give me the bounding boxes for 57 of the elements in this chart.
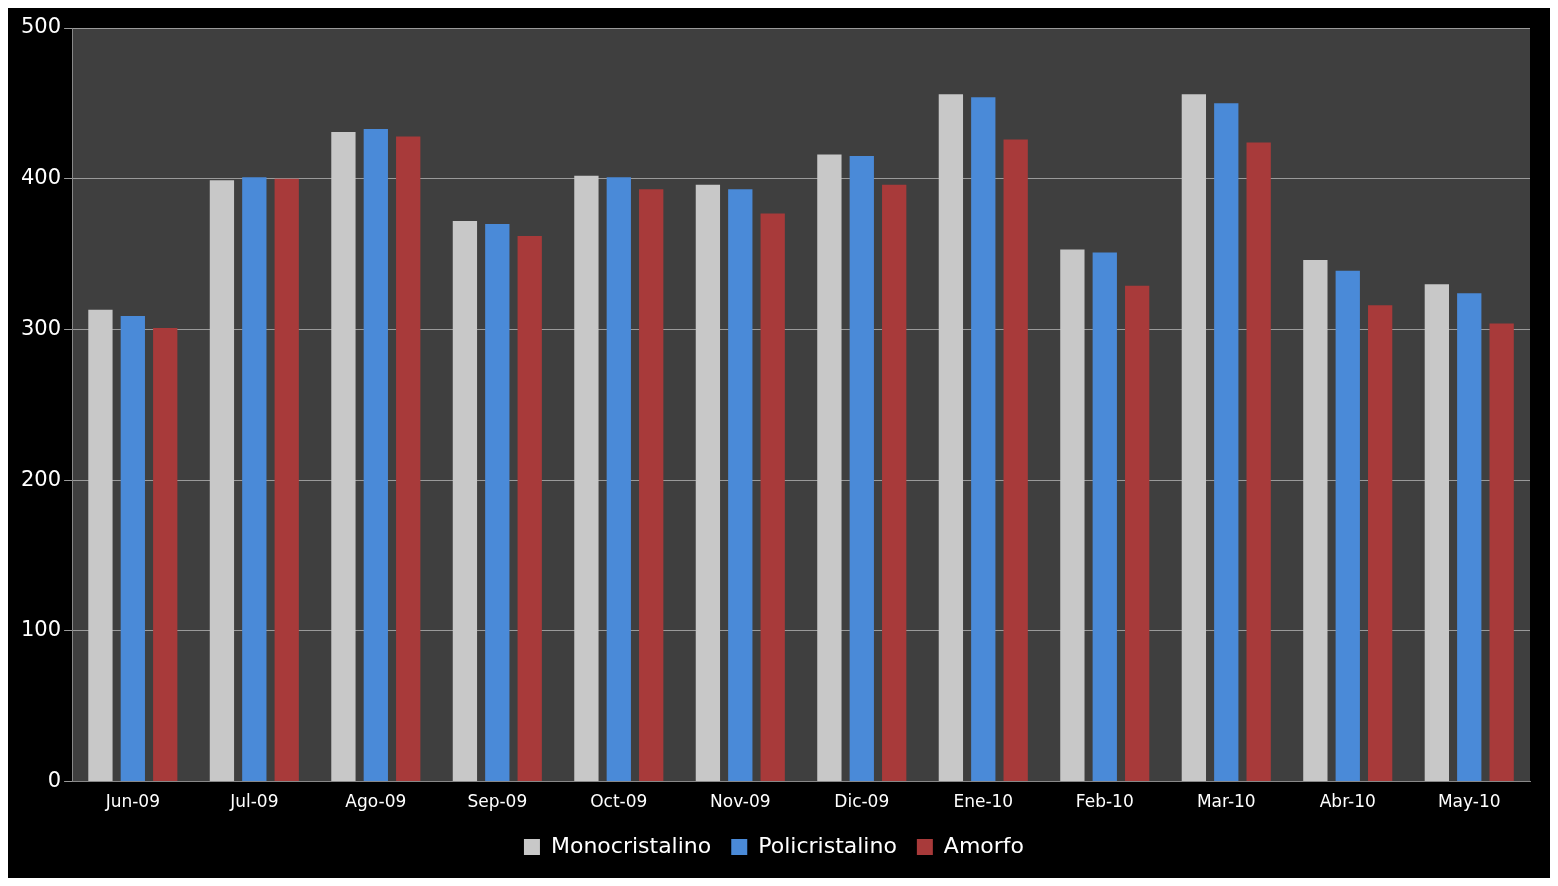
bar xyxy=(396,136,421,782)
bar xyxy=(1246,142,1271,782)
bar xyxy=(1368,305,1393,782)
bar xyxy=(1335,270,1360,782)
bar xyxy=(274,178,299,782)
x-tick-label: Dic-09 xyxy=(834,791,890,812)
x-tick-label: Jul-09 xyxy=(229,791,279,812)
x-tick-label: Feb-10 xyxy=(1075,791,1134,812)
bar xyxy=(1181,94,1207,782)
bar xyxy=(938,94,964,782)
bar xyxy=(1424,284,1450,782)
bar xyxy=(153,327,178,782)
x-tick-label: Oct-09 xyxy=(590,791,648,812)
bar xyxy=(1060,249,1085,782)
bar xyxy=(971,97,996,782)
bar xyxy=(760,213,785,782)
bar xyxy=(120,315,145,782)
legend-label: Policristalino xyxy=(758,832,897,858)
bar xyxy=(209,180,235,782)
bar xyxy=(452,220,478,782)
x-tick-label: May-10 xyxy=(1437,791,1501,812)
x-tick-label: Mar-10 xyxy=(1196,791,1256,812)
bar xyxy=(849,156,874,782)
x-tick-label: Abr-10 xyxy=(1319,791,1376,812)
bar xyxy=(1489,323,1514,782)
bar xyxy=(1303,260,1328,782)
bar xyxy=(882,184,907,782)
y-tick-label: 400 xyxy=(20,165,62,190)
bar xyxy=(1125,285,1150,782)
y-tick-label: 100 xyxy=(20,617,62,642)
y-tick-label: 200 xyxy=(20,466,62,491)
bar xyxy=(1457,293,1482,782)
bar xyxy=(1003,139,1028,782)
bar xyxy=(695,184,721,782)
bar xyxy=(728,189,753,782)
bar xyxy=(574,175,599,782)
legend-label: Amorfo xyxy=(943,832,1025,858)
bar xyxy=(363,128,388,782)
x-tick-label: Ene-10 xyxy=(953,791,1014,812)
x-tick-label: Nov-09 xyxy=(710,791,771,812)
bar xyxy=(242,177,267,782)
bar xyxy=(485,223,510,782)
bar xyxy=(88,309,113,782)
bar xyxy=(817,154,842,782)
x-tick-label: Ago-09 xyxy=(345,791,407,812)
bar xyxy=(639,189,664,782)
bar xyxy=(331,132,356,782)
bar xyxy=(1092,252,1117,782)
bar xyxy=(1214,103,1239,782)
bar xyxy=(517,235,542,782)
legend-label: Monocristalino xyxy=(550,832,712,858)
x-tick-label: Sep-09 xyxy=(467,791,528,812)
x-tick-label: Jun-09 xyxy=(104,791,160,812)
y-tick-label: 0 xyxy=(47,768,62,793)
y-tick-label: 300 xyxy=(20,315,62,340)
y-tick-label: 500 xyxy=(20,14,62,39)
bar xyxy=(606,177,631,782)
